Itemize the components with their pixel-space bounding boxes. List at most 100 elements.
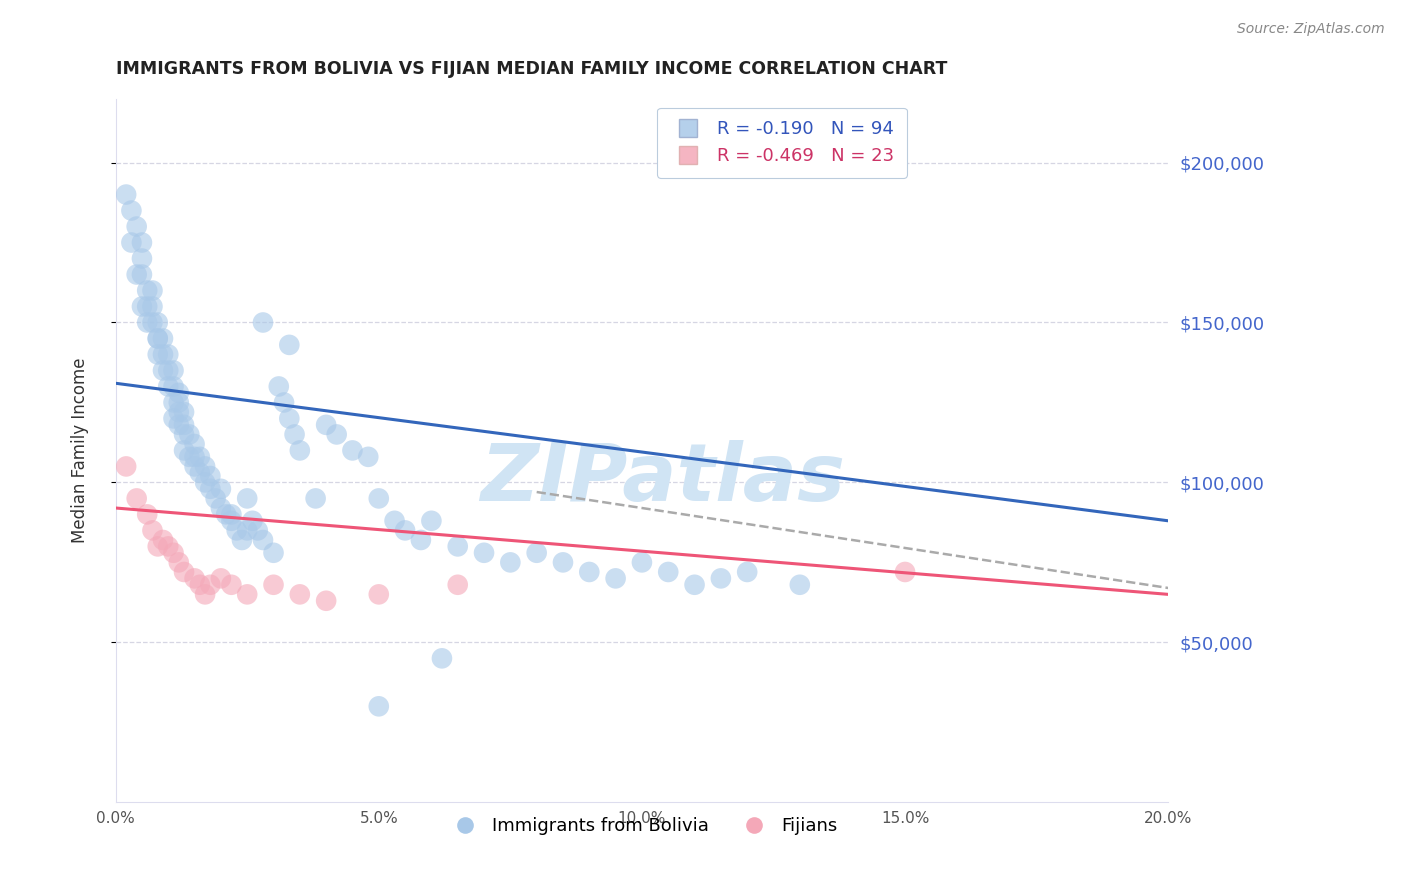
Point [683, 578, 706, 592]
Point [221, 508, 243, 522]
Point [236, 491, 259, 506]
Point [394, 524, 416, 538]
Point [209, 482, 232, 496]
Point [183, 450, 205, 464]
Point [221, 514, 243, 528]
Point [162, 411, 184, 425]
Point [152, 533, 174, 547]
Point [131, 300, 153, 314]
Point [167, 395, 190, 409]
Point [146, 540, 169, 554]
Point [357, 450, 380, 464]
Point [578, 565, 600, 579]
Point [242, 514, 264, 528]
Text: Source: ZipAtlas.com: Source: ZipAtlas.com [1237, 22, 1385, 37]
Text: ZIPatlas: ZIPatlas [481, 440, 845, 517]
Point [157, 540, 180, 554]
Point [179, 450, 201, 464]
Point [125, 268, 148, 282]
Point [136, 316, 159, 330]
Point [200, 469, 222, 483]
Point [194, 587, 217, 601]
Point [304, 491, 326, 506]
Point [152, 363, 174, 377]
Point [146, 331, 169, 345]
Point [167, 555, 190, 569]
Point [194, 475, 217, 490]
Point [120, 203, 142, 218]
Point [252, 316, 274, 330]
Point [131, 235, 153, 250]
Point [136, 284, 159, 298]
Point [657, 565, 679, 579]
Point [183, 459, 205, 474]
Point [215, 508, 238, 522]
Point [115, 459, 138, 474]
Point [209, 501, 232, 516]
Point [141, 284, 163, 298]
Point [263, 546, 285, 560]
Point [367, 491, 389, 506]
Point [325, 427, 347, 442]
Point [141, 524, 163, 538]
Point [167, 417, 190, 432]
Point [605, 571, 627, 585]
Point [288, 587, 311, 601]
Point [278, 411, 301, 425]
Point [194, 459, 217, 474]
Point [236, 587, 259, 601]
Point [188, 578, 211, 592]
Text: IMMIGRANTS FROM BOLIVIA VS FIJIAN MEDIAN FAMILY INCOME CORRELATION CHART: IMMIGRANTS FROM BOLIVIA VS FIJIAN MEDIAN… [115, 60, 948, 78]
Legend: Immigrants from Bolivia, Fijians: Immigrants from Bolivia, Fijians [440, 810, 845, 843]
Point [447, 540, 470, 554]
Point [141, 300, 163, 314]
Point [231, 533, 253, 547]
Point [173, 565, 195, 579]
Point [315, 417, 337, 432]
Point [526, 546, 548, 560]
Point [136, 300, 159, 314]
Point [246, 524, 269, 538]
Point [472, 546, 495, 560]
Point [367, 587, 389, 601]
Point [188, 450, 211, 464]
Point [157, 379, 180, 393]
Point [200, 482, 222, 496]
Point [167, 385, 190, 400]
Point [367, 699, 389, 714]
Point [162, 395, 184, 409]
Point [146, 347, 169, 361]
Point [183, 571, 205, 585]
Point [162, 546, 184, 560]
Point [342, 443, 364, 458]
Point [273, 395, 295, 409]
Point [200, 578, 222, 592]
Point [409, 533, 432, 547]
Point [125, 219, 148, 234]
Point [152, 331, 174, 345]
Point [209, 571, 232, 585]
Point [430, 651, 453, 665]
Point [179, 427, 201, 442]
Point [447, 578, 470, 592]
Point [173, 417, 195, 432]
Point [225, 524, 247, 538]
Point [152, 347, 174, 361]
Point [551, 555, 574, 569]
Point [146, 316, 169, 330]
Point [173, 405, 195, 419]
Point [252, 533, 274, 547]
Point [173, 443, 195, 458]
Point [115, 187, 138, 202]
Point [157, 363, 180, 377]
Point [146, 331, 169, 345]
Point [735, 565, 758, 579]
Point [263, 578, 285, 592]
Point [789, 578, 811, 592]
Point [120, 235, 142, 250]
Point [284, 427, 307, 442]
Point [131, 252, 153, 266]
Point [188, 466, 211, 480]
Point [157, 347, 180, 361]
Point [183, 437, 205, 451]
